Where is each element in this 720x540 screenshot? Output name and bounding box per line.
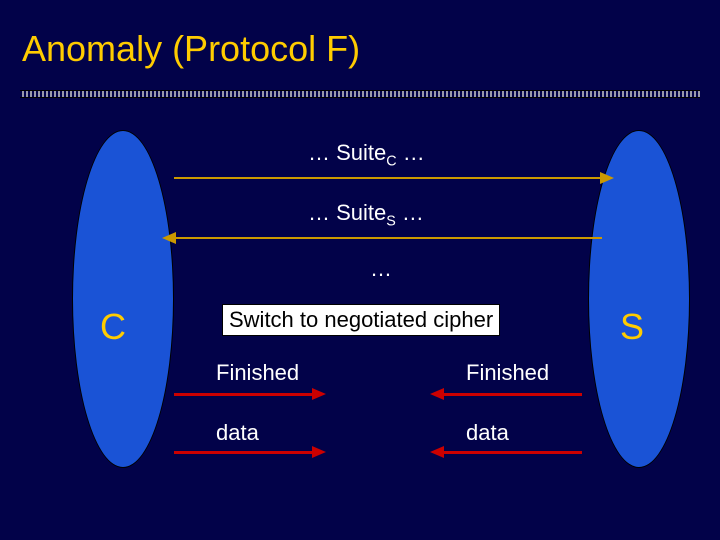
msg-fin2: Finished — [466, 360, 549, 386]
msg-data1: data — [216, 420, 259, 446]
msg-suiteS: … SuiteS … — [308, 200, 424, 229]
server-label: S — [620, 306, 644, 348]
msg-suiteC: … SuiteC … — [308, 140, 425, 169]
msg-dots: … — [370, 256, 392, 282]
title-divider — [20, 90, 700, 98]
switch-cipher-box: Switch to negotiated cipher — [222, 304, 500, 336]
client-node — [72, 130, 174, 468]
msg-data2: data — [466, 420, 509, 446]
page-title: Anomaly (Protocol F) — [22, 28, 360, 70]
slide: { "title": { "text": "Anomaly (Protocol … — [0, 0, 720, 540]
client-label: C — [100, 306, 126, 348]
msg-fin1: Finished — [216, 360, 299, 386]
